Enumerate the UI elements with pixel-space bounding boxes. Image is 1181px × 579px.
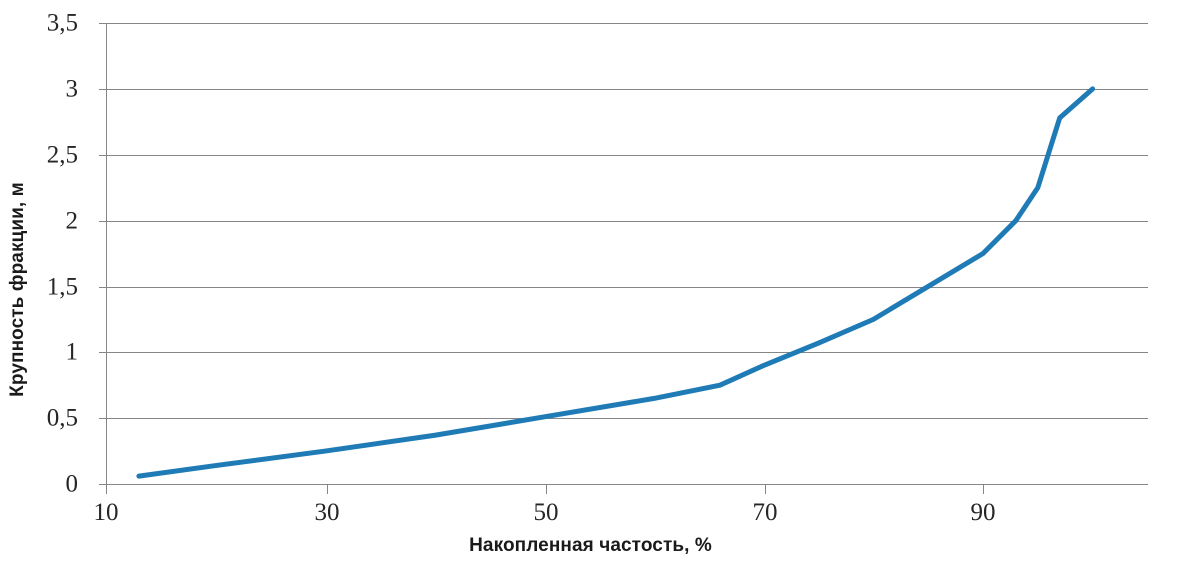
y-tick-mark: [99, 418, 107, 419]
y-tick-label: 3: [65, 75, 79, 103]
y-tick-label: 2,5: [46, 141, 78, 169]
gridline: [106, 155, 1148, 156]
series-svg: [136, 86, 1096, 479]
y-axis-tick-labels: 3,5 3 2,5 2 1,5 1 0,5 0: [0, 0, 78, 579]
x-tick-label: 70: [752, 499, 778, 526]
x-axis-title: Накопленная частость, %: [469, 535, 712, 556]
gridline: [106, 418, 1148, 419]
y-tick-mark: [99, 352, 107, 353]
y-tick-mark: [99, 221, 107, 222]
y-tick-label: 3,5: [46, 9, 78, 37]
y-tick-label: 0,5: [46, 404, 78, 432]
y-tick-mark: [99, 484, 107, 485]
x-tick-label: 90: [970, 499, 996, 526]
x-tick-mark: [546, 484, 547, 494]
gridline: [106, 287, 1148, 288]
x-tick-mark: [765, 484, 766, 494]
y-tick-label: 1: [65, 338, 79, 366]
y-axis-line: [106, 23, 107, 484]
gridline: [106, 23, 1148, 24]
y-tick-label: 1,5: [46, 273, 78, 301]
x-tick-mark: [106, 484, 107, 494]
gridline: [106, 221, 1148, 222]
gridline: [106, 484, 1148, 485]
x-tick-label: 10: [93, 499, 119, 526]
x-tick-mark: [983, 484, 984, 494]
y-tick-mark: [99, 89, 107, 90]
plot-area: [90, 12, 1148, 496]
x-tick-label: 50: [533, 499, 559, 526]
gridline: [106, 352, 1148, 353]
y-tick-label: 0: [65, 470, 79, 498]
x-tick-label: 30: [314, 499, 340, 526]
y-tick-mark: [99, 287, 107, 288]
x-tick-mark: [327, 484, 328, 494]
y-tick-mark: [99, 155, 107, 156]
y-tick-label: 2: [65, 207, 79, 235]
gridline: [106, 89, 1148, 90]
y-tick-mark: [99, 23, 107, 24]
data-series-line: [136, 86, 1096, 479]
